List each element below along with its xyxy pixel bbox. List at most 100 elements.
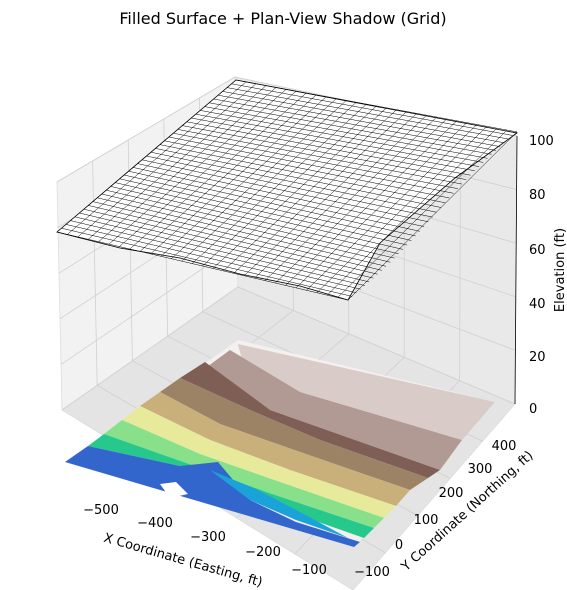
z-tick-label: 80 <box>529 188 546 203</box>
mesh-line <box>101 193 391 263</box>
mesh-line <box>119 90 297 247</box>
shadow-band-11 <box>210 470 348 538</box>
surface <box>56 79 518 301</box>
mesh-line <box>128 170 416 237</box>
mesh-line <box>164 140 450 199</box>
plan-view-shadow <box>65 340 495 547</box>
shadow-band-5 <box>160 378 428 490</box>
chart-title: Filled Surface + Plan-View Shadow (Grid) <box>119 9 446 28</box>
mesh-line <box>218 94 501 147</box>
mesh-line <box>110 186 399 255</box>
y-axis-ticks: −100 0 100 200 300 400 <box>354 439 516 580</box>
z-tick-label: 100 <box>529 134 554 149</box>
mesh-line <box>83 208 374 279</box>
shadow-hole <box>160 482 188 498</box>
mesh-line <box>108 89 287 245</box>
mesh-line <box>233 111 407 274</box>
mesh-line <box>124 174 412 241</box>
x-tick-label: −200 <box>245 545 281 560</box>
y-tick-label: 200 <box>439 486 464 501</box>
mesh-line <box>74 216 365 286</box>
mesh-line <box>115 182 403 250</box>
mesh-line <box>200 110 484 163</box>
mesh-line <box>129 92 307 250</box>
surface-wireframe <box>56 79 518 301</box>
mesh-line <box>177 129 463 185</box>
gridline <box>61 286 239 411</box>
mesh-line <box>212 107 387 269</box>
mesh-line <box>97 197 387 267</box>
mesh-line <box>202 105 377 267</box>
mesh-line <box>195 113 480 167</box>
mesh-line <box>226 87 509 140</box>
mesh-line <box>79 212 370 283</box>
mesh-line <box>182 125 467 180</box>
shadow-band-8 <box>104 420 384 528</box>
shadow-band-2 <box>238 344 495 440</box>
x-axis-ticks: −500 −400 −300 −200 −100 <box>83 503 327 578</box>
mesh-line <box>223 109 397 272</box>
mesh-line <box>141 159 429 223</box>
mesh-line <box>327 128 498 296</box>
mesh-line <box>337 129 508 298</box>
shadow-band-7 <box>122 406 396 518</box>
mesh-line <box>204 106 488 159</box>
mesh-line <box>65 224 357 294</box>
z-tick-label: 0 <box>529 402 537 417</box>
mesh-line <box>295 122 467 289</box>
x-tick-label: −100 <box>291 563 327 578</box>
mesh-line <box>77 83 257 238</box>
mesh-line <box>150 96 327 255</box>
gridline <box>237 286 516 405</box>
mesh-line <box>213 98 496 151</box>
mesh-line <box>173 132 458 189</box>
z-axis-ticks: 0 20 40 60 80 100 <box>514 134 554 417</box>
y-tick-label: 0 <box>395 538 403 553</box>
mesh-line <box>88 85 267 240</box>
mesh-line <box>137 163 425 227</box>
z-tick-label: 60 <box>529 243 546 258</box>
mesh-line <box>168 136 454 194</box>
z-tick-label: 40 <box>529 297 546 312</box>
mesh-line <box>171 100 347 259</box>
mesh-line <box>191 117 475 172</box>
z-tick-label: 20 <box>529 350 546 365</box>
z-axis-line <box>514 135 518 405</box>
y-tick-label: −100 <box>354 565 390 580</box>
mesh-line <box>275 118 447 284</box>
mesh-line <box>243 113 417 276</box>
shadow-band-6 <box>140 392 410 506</box>
x-tick-label: −400 <box>137 516 173 531</box>
mesh-line <box>160 98 337 257</box>
mesh-line <box>146 155 433 218</box>
mesh-line <box>264 116 437 281</box>
mesh-line <box>191 103 367 264</box>
shadow-band-4 <box>180 362 440 478</box>
mesh-line <box>254 115 427 279</box>
x-tick-label: −500 <box>83 503 119 518</box>
mesh-line <box>139 94 317 252</box>
z-axis-label: Elevation (ft) <box>553 228 567 312</box>
x-tick-label: −300 <box>190 530 226 545</box>
mesh-line <box>56 79 237 233</box>
mesh-line <box>222 91 505 144</box>
y-tick-label: 300 <box>468 462 493 477</box>
mesh-line <box>133 167 420 232</box>
mesh-line <box>285 120 457 286</box>
mesh-line <box>67 81 247 235</box>
mesh-line <box>70 220 361 290</box>
mesh-line <box>209 102 492 155</box>
mesh-line <box>306 124 478 291</box>
gridline <box>92 160 98 386</box>
mesh-line <box>88 205 378 275</box>
mesh-line <box>181 102 357 262</box>
mesh-line <box>347 131 518 301</box>
y-tick-label: 400 <box>492 439 517 454</box>
y-tick-label: 100 <box>414 513 439 528</box>
mesh-line <box>92 201 382 271</box>
mesh-line <box>119 178 408 246</box>
mesh-line <box>186 121 471 176</box>
mesh-line <box>106 189 395 259</box>
